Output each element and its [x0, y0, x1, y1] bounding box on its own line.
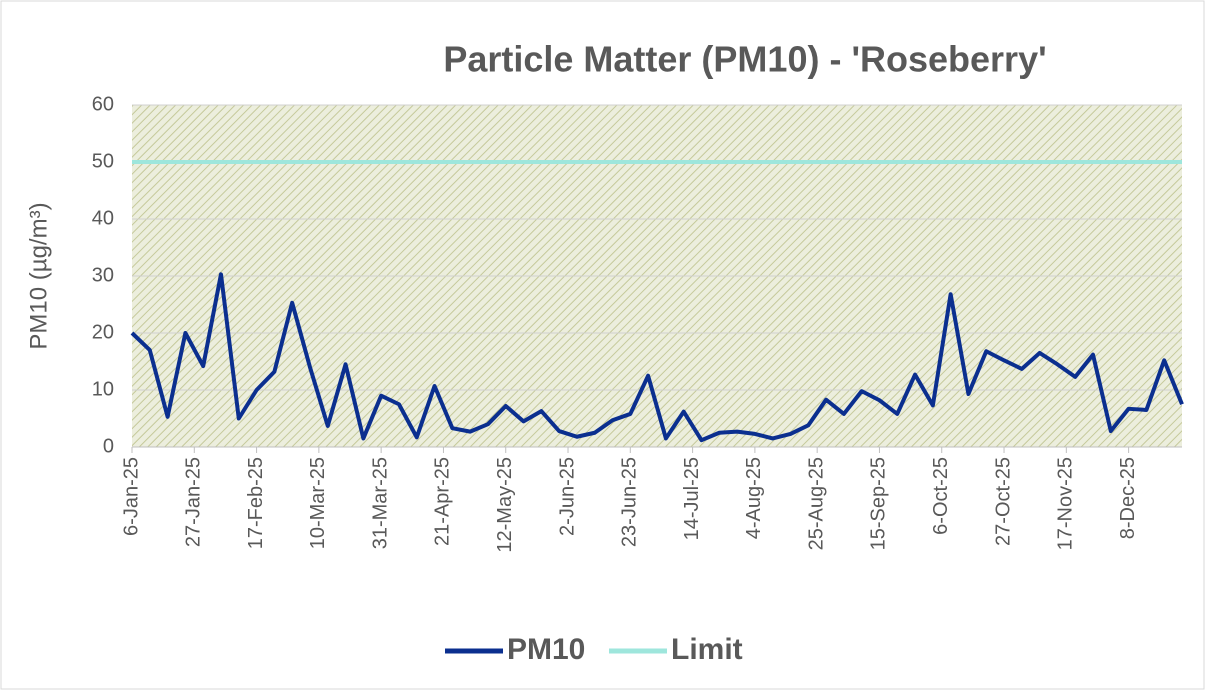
- x-tick-label: 6-Oct-25: [930, 457, 952, 535]
- x-tick-label: 27-Oct-25: [992, 457, 1014, 546]
- x-tick-label: 14-Jul-25: [681, 457, 703, 540]
- y-axis-label: PM10 (µg/m³): [25, 202, 52, 349]
- y-tick-label: 50: [92, 150, 114, 172]
- x-tick-label: 25-Aug-25: [805, 457, 827, 550]
- legend-label: PM10: [507, 633, 585, 666]
- y-tick-label: 20: [92, 321, 114, 343]
- y-tick-label: 40: [92, 207, 114, 229]
- x-tick-label: 21-Apr-25: [432, 457, 454, 546]
- y-tick-label: 10: [92, 378, 114, 400]
- x-tick-label: 17-Nov-25: [1055, 457, 1077, 550]
- x-tick-label: 10-Mar-25: [307, 457, 329, 549]
- x-tick-label: 31-Mar-25: [369, 457, 391, 549]
- x-tick-label: 12-May-25: [494, 457, 516, 553]
- chart-title: Particle Matter (PM10) - 'Roseberry': [443, 39, 1046, 80]
- x-tick-label: 4-Aug-25: [743, 457, 765, 539]
- legend-label: Limit: [671, 633, 743, 666]
- series-line: [130, 272, 1184, 443]
- x-tick-label: 2-Jun-25: [556, 457, 578, 536]
- x-tick-label: 15-Sep-25: [868, 457, 890, 550]
- y-tick-label: 30: [92, 264, 114, 286]
- x-tick-label: 23-Jun-25: [619, 457, 641, 547]
- x-tick-label: 27-Jan-25: [183, 457, 205, 547]
- x-tick-label: 17-Feb-25: [245, 457, 267, 549]
- y-tick-label: 0: [103, 435, 114, 457]
- x-tick-label: 8-Dec-25: [1117, 457, 1139, 539]
- x-tick-label: 6-Jan-25: [120, 457, 142, 536]
- y-tick-label: 60: [92, 93, 114, 115]
